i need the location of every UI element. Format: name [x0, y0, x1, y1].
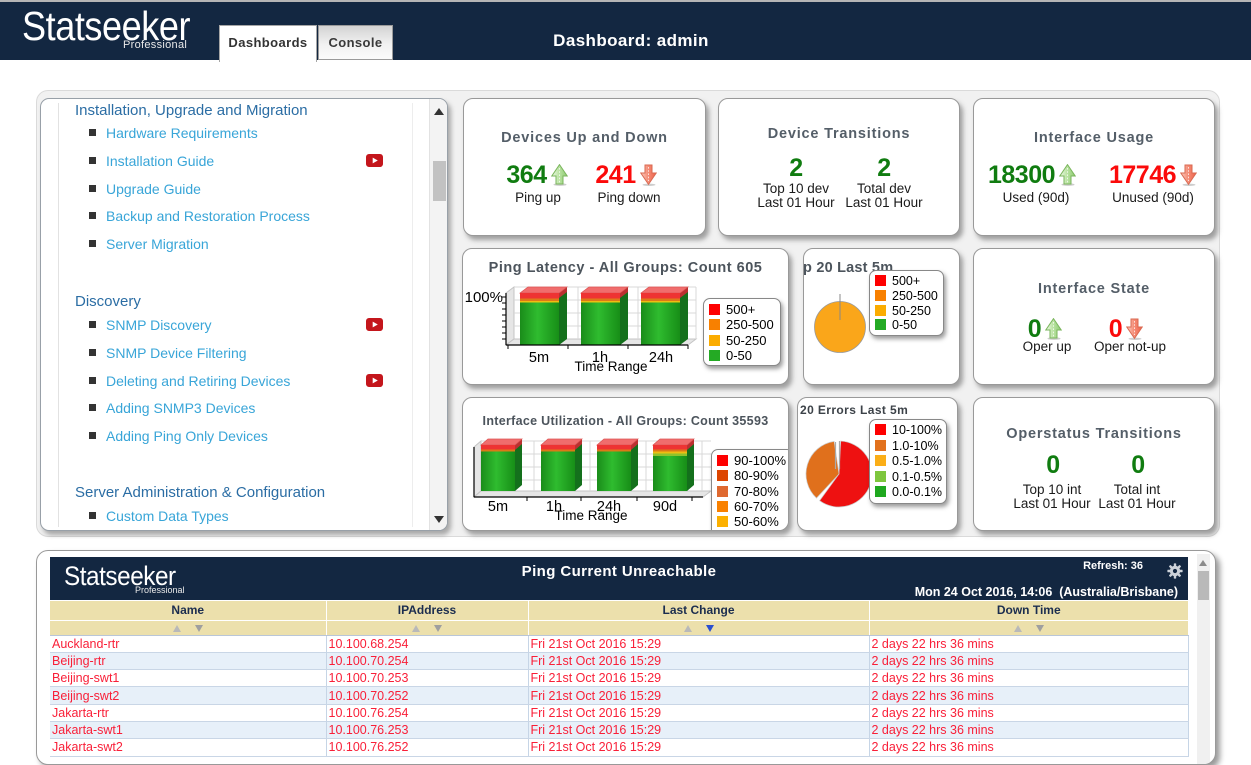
svg-text:5m: 5m: [529, 350, 549, 366]
svg-text:1h: 1h: [546, 499, 562, 515]
svg-text:100%: 100%: [465, 289, 503, 306]
svg-text:Time Range: Time Range: [574, 359, 647, 374]
svg-text:24h: 24h: [597, 499, 621, 515]
svg-text:24h: 24h: [649, 350, 673, 366]
svg-text:Time Range: Time Range: [554, 508, 627, 523]
svg-text:1h: 1h: [592, 350, 608, 366]
svg-text:90d: 90d: [653, 499, 677, 515]
svg-text:5m: 5m: [488, 499, 508, 515]
